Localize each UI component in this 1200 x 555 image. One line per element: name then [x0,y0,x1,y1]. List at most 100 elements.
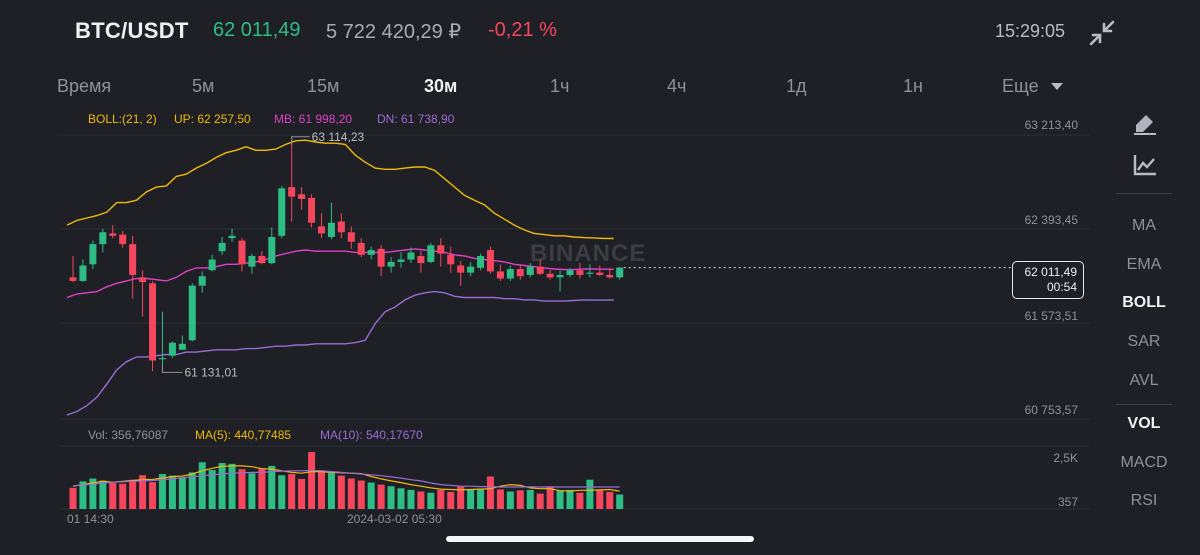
candle-body [298,194,306,200]
candle [496,264,504,281]
volume-bar [258,468,266,509]
candle-body [327,222,335,237]
volume-bar [79,481,87,509]
watermark: BINANCE [530,240,646,267]
high-marker [291,136,310,145]
volume-bar [437,489,445,509]
candle [546,270,554,280]
volume-bar [188,472,196,509]
volume-bar [387,486,395,509]
volume-bar [516,490,524,509]
volume-value: Vol: 356,76087 [88,428,169,442]
candle [89,240,97,270]
draw-icon[interactable] [1132,112,1158,136]
volume-bar [596,490,604,509]
tab-30m[interactable]: 30м [424,76,458,96]
boll-dn-value: DN: 61 738,90 [377,112,455,126]
candle-body [188,285,196,341]
indicator-boll[interactable]: BOLL [1122,294,1166,311]
trading-pair[interactable]: BTC/USDT [75,18,189,43]
candle [178,335,186,350]
volume-bar [308,452,316,509]
candle [377,245,385,277]
candle [387,257,395,273]
volume-ma10-line [72,469,620,488]
tab-5m[interactable]: 5м [192,76,215,96]
candle [447,246,455,273]
candle-body [486,250,494,272]
candle-body [168,342,176,356]
candle-body [228,235,236,239]
tab-1d[interactable]: 1д [786,76,807,96]
volume-bar [457,486,465,509]
candle-body [407,252,415,260]
candle [437,238,445,267]
volume-bar [208,469,216,509]
high-price-label: 63 114,23 [312,130,365,144]
volume-rub: 5 722 420,29 ₽ [326,21,462,43]
candle [158,311,166,373]
clock-time: 15:29:05 [995,21,1066,41]
candle [397,252,405,268]
candle [99,228,107,253]
candle-body [586,272,594,274]
candle-body [467,266,475,273]
home-indicator [446,536,754,542]
volume-bar [248,473,256,509]
candle-body [496,271,504,279]
candle [308,194,316,228]
candle-body [357,242,365,255]
indicator-rsi[interactable]: RSI [1130,492,1158,509]
candle [119,231,127,248]
candle-body [69,277,77,281]
candle-body [89,244,97,265]
indicator-avl[interactable]: AVL [1129,372,1159,389]
candle [407,247,415,264]
candle [586,264,594,278]
volume-bar [407,489,415,509]
candle [218,236,226,255]
indicator-sar[interactable]: SAR [1127,333,1161,350]
low-marker [161,364,183,373]
candle [228,228,236,242]
volume-bar [526,489,534,509]
candle-body [238,240,246,265]
volume-bar [327,472,335,509]
candle-body [288,187,296,197]
candle [79,259,87,283]
indicator-vol[interactable]: VOL [1127,415,1161,432]
dropdown-caret-icon[interactable] [1051,83,1063,90]
boll-mb-value: MB: 61 998,20 [274,112,353,126]
volume-bar [69,487,77,509]
candle [318,213,325,239]
candle-body [536,266,544,274]
tab-1w[interactable]: 1н [903,76,923,96]
tab-4h[interactable]: 4ч [667,76,687,96]
candle [616,266,624,280]
candle-body [596,272,604,275]
candle-body [178,343,186,350]
candle-body [546,273,554,278]
candle [506,265,514,281]
candle-body [457,265,465,273]
tab-15m[interactable]: 15м [307,76,340,96]
tab-more[interactable]: Еще [1002,76,1039,96]
tab-1h[interactable]: 1ч [550,76,570,96]
chart-indicator-icon[interactable] [1132,153,1158,177]
candle [526,263,534,278]
tab-time[interactable]: Время [57,76,112,96]
candle [417,251,425,273]
shrink-icon[interactable] [1089,20,1115,46]
volume-bar [477,488,485,509]
volume-bar [168,475,176,509]
indicator-macd[interactable]: MACD [1120,454,1168,471]
candlestick-chart[interactable]: BINANCE 63 114,23 61 131,01 [0,0,1100,555]
volume-bar [298,478,306,509]
volume-ma5: MA(5): 440,77485 [195,428,292,442]
boll-params: BOLL:(21, 2) [88,112,157,126]
indicator-ema[interactable]: EMA [1126,256,1162,273]
indicator-ma[interactable]: MA [1132,217,1156,234]
volume-bar [119,483,127,509]
candle [486,246,494,274]
candle-body [268,236,276,264]
